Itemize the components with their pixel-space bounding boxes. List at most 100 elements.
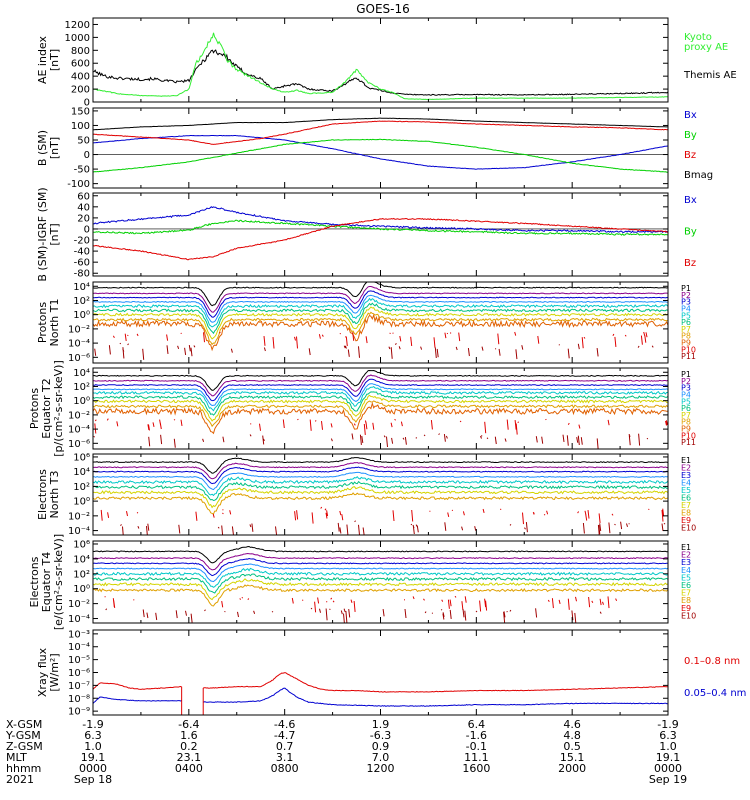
- y-axis-label: Equator T2: [40, 378, 53, 438]
- plot-area: [93, 117, 668, 173]
- legend-entry: P11: [681, 438, 696, 447]
- ephemeris-value: 1200: [367, 762, 395, 775]
- y-axis-label: North T1: [48, 299, 61, 347]
- legend-entry: E7: [681, 589, 691, 598]
- y-tick-label: 10⁻²: [68, 324, 90, 335]
- y-axis-label: Electrons: [36, 469, 49, 520]
- ephemeris-value: -6.4: [178, 718, 199, 731]
- channel-p8: [93, 311, 668, 346]
- series-bx: [93, 206, 668, 234]
- ephemeris-value: -0.1: [466, 740, 487, 753]
- figure-title: GOES-16: [356, 2, 410, 16]
- legend-entry: E10: [681, 611, 696, 620]
- channel-p4: [93, 294, 668, 323]
- panel-frame: [92, 367, 669, 450]
- ephemeris-value: 23.1: [177, 751, 202, 764]
- y-axis-label: [W/m²]: [48, 653, 61, 691]
- ephemeris-value: 6.3: [84, 729, 102, 742]
- panel-pnorth: 10⁴ 10² 10⁰ 10⁻² 10⁻⁴ 10⁻⁶ Protons North T1 P1P2…: [36, 281, 696, 364]
- ephemeris-value: 19.1: [656, 751, 681, 764]
- y-axis-label: Electrons: [28, 556, 41, 607]
- ephemeris-value: Sep 19: [649, 773, 687, 786]
- y-tick-label: 10⁻²: [68, 511, 90, 522]
- channel-e8: [93, 584, 668, 607]
- legend-entry: E7: [681, 501, 691, 510]
- legend-entry: Bz: [684, 258, 696, 269]
- y-axis-label: [nT]: [48, 49, 61, 71]
- y-tick-label: 40: [77, 202, 90, 213]
- series-bx: [93, 134, 668, 170]
- panel-eequator: 10⁶ 10⁴ 10² 10⁰ 10⁻² 10⁻⁴ Electrons Equator T4[…: [28, 534, 696, 630]
- ephemeris-value: 1.9: [372, 718, 390, 731]
- y-tick-label: 10²: [73, 482, 90, 493]
- y-tick-label: 0: [84, 150, 90, 161]
- y-tick-label: 150: [71, 106, 90, 117]
- ephemeris-row-label: Z-GSM: [6, 740, 43, 753]
- ephemeris-value: 0000: [79, 762, 107, 775]
- panel-pequator: 10⁴ 10² 10⁰ 10⁻² 10⁻⁴ 10⁻⁶ Protons Equator T2 [p…: [28, 360, 696, 457]
- legend-entry: P10: [681, 431, 696, 440]
- y-tick-label: -80: [74, 269, 90, 280]
- series-bz: [93, 120, 668, 145]
- channel-p4: [93, 383, 668, 407]
- ephemeris-value: -1.9: [82, 718, 103, 731]
- ephemeris-value: 0.7: [276, 740, 294, 753]
- y-tick-label: -40: [74, 247, 90, 258]
- legend-entry: 0.05–0.4 nm: [684, 688, 746, 699]
- plot-area: [93, 369, 668, 449]
- y-tick-label: -60: [74, 258, 90, 269]
- y-tick-label: 10⁻⁴: [68, 526, 90, 537]
- legend-entry: P4: [681, 390, 691, 399]
- y-tick-label: 10⁻⁴: [68, 614, 90, 625]
- y-tick-label: 200: [71, 85, 90, 96]
- panel-xray: 10⁻³ 10⁻⁴ 10⁻⁵ 10⁻⁶ 10⁻⁷ 10⁻⁸ 10⁻⁹ Xray flux [W/…: [36, 629, 746, 717]
- ephemeris-value: -4.6: [274, 718, 295, 731]
- ephemeris-value: -6.3: [370, 729, 391, 742]
- ephemeris-row-label: MLT: [6, 751, 27, 764]
- channel-e7: [93, 486, 668, 509]
- y-tick-label: 100: [71, 121, 90, 132]
- series-bz: [93, 217, 668, 261]
- ephemeris-value: 6.3: [659, 729, 677, 742]
- ephemeris-value: 3.1: [276, 751, 294, 764]
- ephemeris-value: 15.1: [560, 751, 585, 764]
- legend-entry: Themis AE: [683, 70, 737, 81]
- y-tick-label: 20: [77, 213, 90, 224]
- series-0-1-0-8-nm-b: [203, 672, 668, 693]
- legend-entry: E3: [681, 471, 691, 480]
- series-0-05-0-4-nm-b: [203, 687, 668, 707]
- legend-entry: P8: [681, 418, 691, 427]
- channel-e2: [93, 461, 668, 480]
- y-tick-label: 10⁻⁹: [68, 707, 90, 718]
- legend-entry: E4: [681, 566, 691, 575]
- legend-entry: P7: [681, 325, 691, 334]
- ephemeris-value: 1.6: [180, 729, 198, 742]
- y-tick-label: 10⁻²: [68, 410, 90, 421]
- y-axis-label: B (SM)-IGRF (SM): [36, 187, 49, 281]
- y-axis-label: Xray flux: [36, 647, 49, 697]
- y-axis-label: [e/(cm²-s-sr-keV)]: [52, 534, 65, 630]
- channel-e4: [93, 563, 668, 583]
- legend-entry: By: [684, 227, 697, 238]
- channel-e2: [93, 552, 668, 571]
- channel-e9: [104, 595, 618, 613]
- channel-p2: [93, 286, 668, 313]
- y-tick-label: 10⁰: [73, 497, 90, 508]
- plot-area: [93, 282, 668, 360]
- series-0-1-0-8-nm: [93, 682, 182, 690]
- legend-entry: E8: [681, 596, 691, 605]
- y-tick-label: -20: [74, 236, 90, 247]
- channel-e8: [93, 492, 668, 515]
- ephemeris-value: 0.2: [180, 740, 198, 753]
- y-axis-label: Protons: [28, 388, 41, 429]
- y-tick-label: 10⁴: [73, 282, 90, 293]
- legend-entry: Kyoto: [684, 32, 712, 43]
- y-axis-label: Protons: [36, 302, 49, 343]
- channel-e1: [93, 457, 668, 474]
- y-tick-label: 0: [84, 224, 90, 235]
- y-tick-label: 1200: [65, 20, 90, 31]
- legend-entry: E4: [681, 479, 691, 488]
- legend-entry: P3: [681, 298, 691, 307]
